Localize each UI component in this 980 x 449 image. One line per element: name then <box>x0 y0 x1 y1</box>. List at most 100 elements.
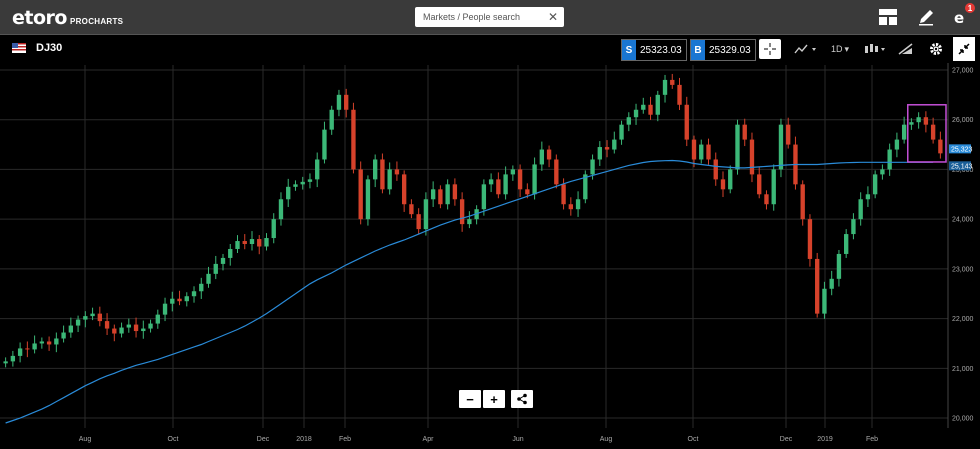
timeframe-dropdown[interactable]: 1D ▾ <box>827 39 853 59</box>
share-icon <box>517 393 527 405</box>
x-tick-label: Aug <box>79 436 92 443</box>
candle-body <box>46 341 52 345</box>
search-input[interactable] <box>423 12 543 22</box>
logo-subtext: PROCHARTS <box>69 17 124 26</box>
x-tick-label: Dec <box>780 436 793 443</box>
candle-body <box>894 139 900 150</box>
x-tick-label: Aug <box>600 436 613 443</box>
candle-body <box>648 104 653 115</box>
candle-body <box>626 117 631 125</box>
candle-body <box>532 164 537 195</box>
clear-search-icon[interactable]: ✕ <box>547 10 558 24</box>
instrument-name: DJ30 <box>36 42 63 54</box>
buy-button[interactable]: B 25329.03 <box>690 39 756 61</box>
x-tick-label: Feb <box>339 436 351 443</box>
x-tick-label: Apr <box>423 436 435 443</box>
zoom-out-button[interactable]: − <box>459 390 481 408</box>
candle-body <box>438 189 443 205</box>
chart-type-button[interactable] <box>793 39 819 59</box>
settings-button[interactable] <box>925 39 947 59</box>
candle-body <box>3 361 8 364</box>
candle-body <box>416 214 421 230</box>
etoro-logo[interactable]: etoro PROCHARTS <box>12 7 123 29</box>
candle-body <box>771 169 776 205</box>
candle-body <box>829 278 834 289</box>
edit-icon[interactable] <box>915 6 937 28</box>
sell-price: 25323.03 <box>636 40 686 60</box>
price-chart[interactable]: 27,000 26,000 25,000 24,000 23,000 22,000 21,0… <box>0 63 980 444</box>
collapse-button[interactable] <box>953 37 975 61</box>
zoom-in-button[interactable]: + <box>483 390 505 408</box>
candle-body <box>452 184 458 200</box>
instrument-label: DJ30 <box>12 42 62 54</box>
candle-body <box>749 139 755 175</box>
candle-body <box>684 104 689 140</box>
candle-body <box>322 129 327 160</box>
candle-body <box>206 273 211 284</box>
candle-body <box>75 319 81 326</box>
crosshair-icon <box>764 43 776 55</box>
drawing-tool-icon <box>898 43 913 55</box>
candle-body <box>872 174 878 195</box>
candle-body <box>764 194 769 205</box>
ma-price-label-bg <box>949 161 971 171</box>
candle-body <box>887 149 892 170</box>
candle-body <box>141 328 146 332</box>
candle-body <box>307 179 313 182</box>
candle-body <box>83 316 88 320</box>
candle-body <box>394 169 400 175</box>
layout-icon[interactable] <box>877 6 899 28</box>
candle-body <box>742 124 747 140</box>
candle-body <box>278 199 284 220</box>
chart-canvas[interactable]: 27,000 26,000 25,000 24,000 23,000 22,000 21,0… <box>0 63 980 444</box>
y-tick-label: 22,000 <box>952 316 974 323</box>
candle-body <box>822 288 827 314</box>
candle-body <box>699 144 704 160</box>
candle-body <box>300 181 305 185</box>
y-tick-label: 24,000 <box>952 217 974 224</box>
candle-body <box>336 94 342 110</box>
candle-body <box>706 144 711 160</box>
candle-body <box>184 296 189 302</box>
candle-body <box>104 321 110 329</box>
drawing-tools-button[interactable] <box>895 39 917 59</box>
notifications-icon[interactable]: e 1 <box>950 3 975 28</box>
share-button[interactable] <box>511 390 533 408</box>
candle-body <box>235 241 240 249</box>
candle-body <box>54 338 59 345</box>
chevron-down-icon: ▾ <box>844 43 850 54</box>
collapse-icon <box>958 43 970 55</box>
candle-body <box>329 109 334 130</box>
buy-label: B <box>691 40 705 60</box>
candle-body <box>191 291 197 297</box>
x-tick-label: 2018 <box>296 436 312 443</box>
candlestick-icon <box>865 44 885 53</box>
candle-body <box>496 179 501 195</box>
candle-body <box>387 169 392 190</box>
candle-body <box>503 174 508 195</box>
candle-style-button[interactable] <box>862 39 888 59</box>
candle-body <box>539 149 545 165</box>
svg-text:e: e <box>954 9 964 26</box>
candle-body <box>373 159 378 180</box>
candle-body <box>97 313 102 322</box>
candle-body <box>836 253 842 279</box>
crosshair-button[interactable] <box>759 39 781 59</box>
candle-body <box>510 169 516 175</box>
sell-button[interactable]: S 25323.03 <box>621 39 687 61</box>
candle-body <box>264 238 269 247</box>
x-tick-label: Oct <box>168 436 179 443</box>
candle-body <box>358 169 363 220</box>
candle-body <box>467 219 472 225</box>
candle-body <box>597 147 602 160</box>
candle-body <box>568 204 573 210</box>
candle-body <box>380 159 385 190</box>
candle-body <box>561 184 566 205</box>
candle-body <box>351 109 356 170</box>
candle-body <box>112 328 117 334</box>
candle-body <box>728 169 733 190</box>
candle-body <box>641 104 646 110</box>
candle-body <box>604 147 610 150</box>
candle-body <box>119 327 124 334</box>
candle-body <box>90 313 95 317</box>
